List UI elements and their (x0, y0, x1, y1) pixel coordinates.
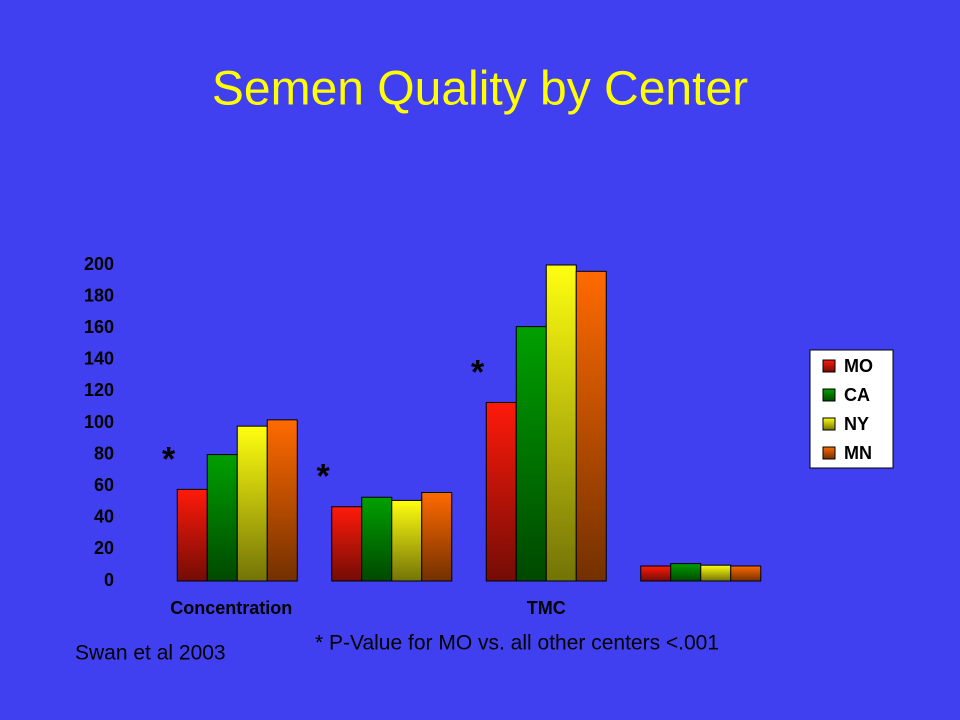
legend-label: MO (844, 356, 873, 376)
y-tick-label: 20 (94, 538, 114, 558)
y-tick-label: 40 (94, 507, 114, 527)
bar (515, 326, 547, 582)
y-tick-label: 100 (84, 412, 114, 432)
y-tick-label: 120 (84, 380, 114, 400)
y-tick-label: 0 (104, 570, 114, 590)
bar (236, 425, 268, 582)
bar (485, 401, 517, 582)
annotation: * (162, 440, 176, 478)
bar (266, 419, 298, 582)
annotation: * (317, 458, 331, 496)
chart-title: Semen Quality by Center (212, 63, 748, 116)
annotation: * (471, 353, 485, 391)
bar (700, 564, 732, 582)
bar (545, 264, 577, 582)
legend-swatch (822, 417, 836, 431)
y-tick-label: 60 (94, 475, 114, 495)
bar (176, 488, 208, 582)
bar (640, 565, 672, 582)
x-tick-label: TMC (527, 598, 566, 618)
legend-label: MN (844, 443, 872, 463)
y-tick-label: 180 (84, 285, 114, 305)
legend-label: CA (844, 385, 870, 405)
legend-swatch (822, 388, 836, 402)
bar (730, 565, 762, 582)
bar (391, 499, 423, 582)
y-tick-label: 140 (84, 349, 114, 369)
y-tick-label: 80 (94, 443, 114, 463)
bar (670, 563, 702, 582)
y-tick-label: 200 (84, 254, 114, 274)
legend-swatch (822, 446, 836, 460)
legend-label: NY (844, 414, 869, 434)
bar (206, 454, 238, 582)
y-tick-label: 160 (84, 317, 114, 337)
bar (421, 492, 453, 582)
bar (331, 506, 363, 582)
bar (361, 496, 393, 582)
bar (575, 270, 607, 582)
legend-swatch (822, 359, 836, 373)
source: Swan et al 2003 (75, 642, 226, 665)
x-tick-label: Concentration (170, 598, 292, 618)
footnote: * P-Value for MO vs. all other centers <… (315, 632, 719, 655)
